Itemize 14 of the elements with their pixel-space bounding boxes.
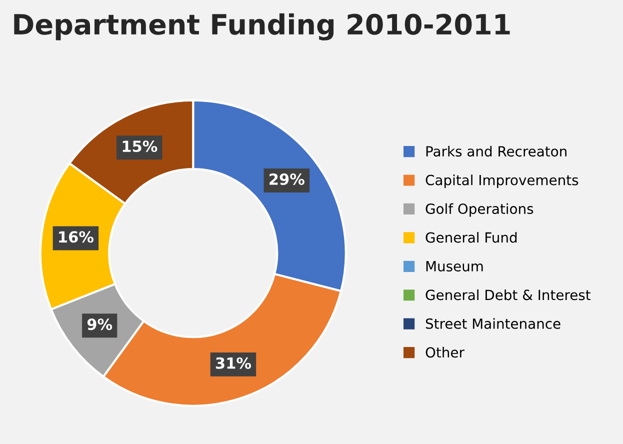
data-label: 15%: [122, 140, 158, 152]
legend-label: Street Maintenance: [426, 318, 560, 329]
legend-label: Capital Improvements: [426, 174, 578, 188]
data-label: 31%: [216, 357, 252, 369]
legend-label: Golf Operations: [426, 203, 534, 217]
data-label: 16%: [59, 231, 94, 243]
legend-label: Other: [426, 346, 464, 358]
legend-label: Museum: [426, 261, 483, 272]
data-label: 29%: [270, 173, 304, 185]
legend-label: General Debt & Interest: [426, 289, 591, 300]
legend-label: Parks and Recreaton: [426, 146, 566, 157]
legend-label: General Fund: [426, 232, 517, 243]
data-label: 9%: [87, 318, 112, 330]
chart-title: Department Funding 2010-2011: [14, 13, 510, 40]
